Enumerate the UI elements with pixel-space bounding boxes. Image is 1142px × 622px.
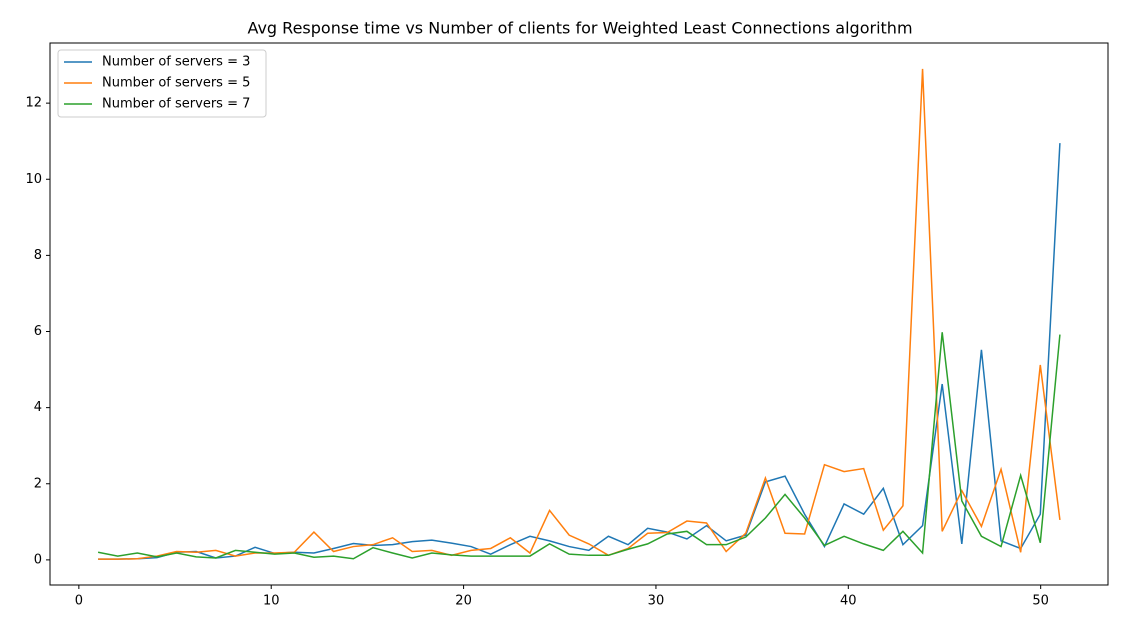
y-tick-label: 2: [34, 476, 42, 491]
x-tick-label: 0: [75, 594, 83, 609]
chart-title: Avg Response time vs Number of clients f…: [247, 19, 912, 38]
line: [97, 332, 1061, 560]
x-tick-label: 40: [840, 594, 857, 609]
y-tick-label: 10: [25, 172, 42, 187]
legend-label: Number of servers = 7: [102, 97, 250, 112]
y-tick-label: 0: [34, 552, 42, 567]
y-tick-label: 8: [34, 248, 42, 263]
plot-area: [49, 42, 1109, 586]
x-tick-label: 10: [263, 594, 280, 609]
y-tick-label: 12: [25, 96, 42, 111]
y-tick-label: 6: [34, 324, 42, 339]
line: [98, 143, 1061, 560]
legend-label: Number of servers = 3: [102, 55, 250, 70]
y-tick-label: 4: [34, 400, 42, 415]
legend-label: Number of servers = 5: [102, 76, 250, 91]
line: [98, 68, 1061, 560]
x-tick-label: 30: [648, 594, 665, 609]
x-tick-label: 20: [455, 594, 472, 609]
legend-box: [57, 49, 267, 118]
x-tick-label: 50: [1032, 594, 1049, 609]
